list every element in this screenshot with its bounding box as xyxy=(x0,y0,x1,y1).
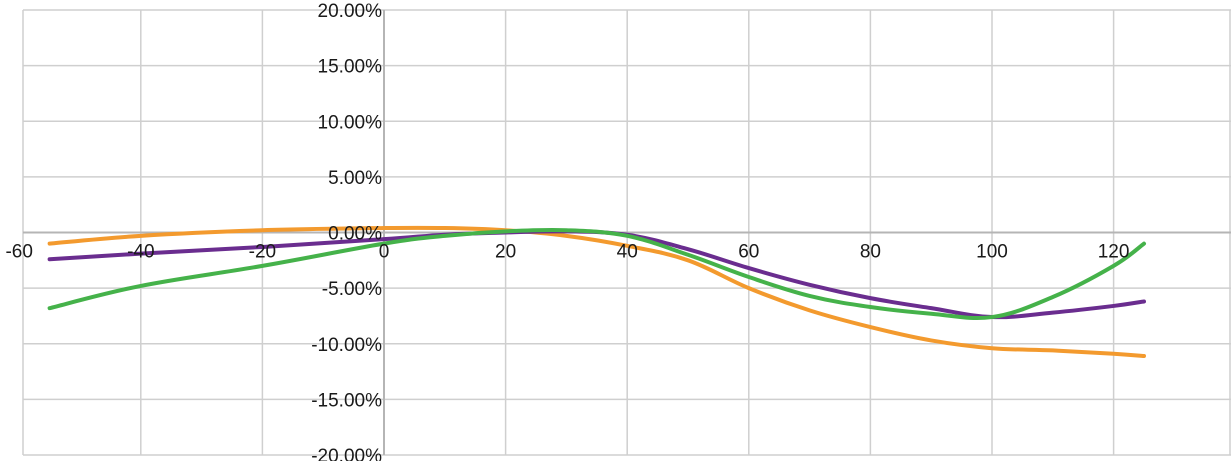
y-tick-label: -10.00% xyxy=(311,335,382,356)
x-tick-label: 0 xyxy=(379,242,390,263)
x-tick-label: 60 xyxy=(738,242,759,263)
y-tick-label: -5.00% xyxy=(322,279,382,300)
x-tick-labels: -60 -40 -20 0 20 40 60 80 100 120 xyxy=(5,242,1129,263)
series-lines xyxy=(47,225,1146,358)
x-tick-label: 100 xyxy=(976,242,1008,263)
series-line-3 xyxy=(47,227,1146,321)
y-tick-label: -20.00% xyxy=(311,446,382,461)
y-tick-labels: 20.00% 15.00% 10.00% 5.00% 0.00% -5.00% -10.00… xyxy=(311,1,382,461)
x-tick-label: -40 xyxy=(127,242,154,263)
x-tick-label: -60 xyxy=(5,242,32,263)
y-tick-label: 5.00% xyxy=(328,168,382,189)
x-tick-label: -20 xyxy=(249,242,276,263)
y-tick-label: 20.00% xyxy=(318,1,383,22)
x-tick-label: 80 xyxy=(860,242,881,263)
x-tick-label: 20 xyxy=(495,242,516,263)
y-tick-label: 10.00% xyxy=(318,112,383,133)
y-tick-label: 0.00% xyxy=(328,224,382,245)
x-tick-label: 40 xyxy=(617,242,638,263)
series-line-1 xyxy=(47,225,1146,358)
y-tick-label: 15.00% xyxy=(318,57,383,78)
y-tick-label: -15.00% xyxy=(311,390,382,411)
x-tick-label: 120 xyxy=(1098,242,1130,263)
